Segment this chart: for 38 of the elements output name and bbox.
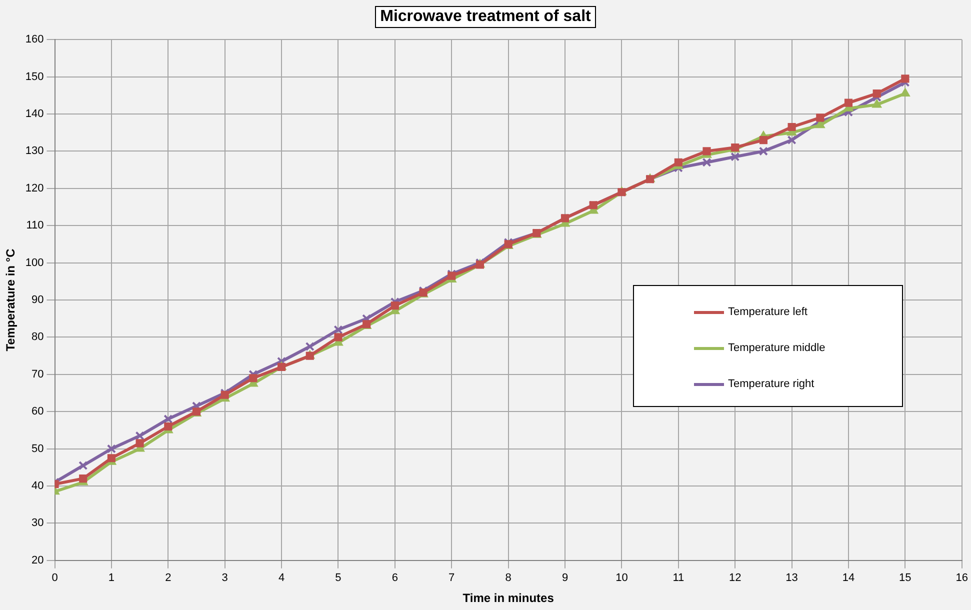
y-tick-label: 40: [32, 480, 44, 492]
x-tick-label: 4: [278, 572, 285, 584]
x-tick-label: 13: [786, 572, 798, 584]
x-tick-label: 16: [956, 572, 968, 584]
x-tick-label: 6: [392, 572, 398, 584]
x-tick-label: 14: [842, 572, 855, 584]
x-tick-label: 2: [165, 572, 172, 584]
x-tick-label: 8: [505, 572, 512, 584]
y-tick-label: 60: [32, 406, 44, 418]
y-tick-label: 160: [25, 34, 44, 46]
x-tick-label: 3: [222, 572, 228, 584]
y-tick-label: 110: [26, 220, 44, 232]
legend-label: Temperature left: [728, 306, 808, 318]
x-axis-title: Time in minutes: [462, 591, 554, 606]
x-tick-label: 10: [616, 572, 628, 584]
x-tick-label: 9: [562, 572, 568, 584]
y-tick-label: 30: [32, 517, 44, 530]
legend-label: Temperature middle: [728, 342, 826, 354]
chart-title: Microwave treatment of salt: [375, 6, 596, 28]
legend-label: Temperature right: [728, 378, 814, 390]
y-tick-label: 80: [32, 331, 44, 344]
y-tick-label: 120: [25, 182, 44, 194]
x-tick-label: 15: [899, 572, 912, 584]
y-tick-label: 90: [32, 294, 44, 306]
x-tick-label: 12: [728, 572, 742, 584]
y-tick-label: 50: [32, 442, 44, 455]
y-tick-label: 150: [25, 70, 44, 83]
y-tick-label: 20: [32, 554, 44, 566]
x-tick-label: 1: [108, 572, 115, 584]
x-tick-label: 0: [52, 572, 58, 584]
x-tick-label: 11: [672, 572, 684, 584]
y-axis-title: Temperature in °C: [4, 248, 18, 352]
y-tick-label: 130: [25, 145, 44, 158]
x-tick-label: 7: [448, 572, 455, 584]
y-tick-label: 70: [32, 368, 44, 380]
y-tick-label: 140: [25, 108, 44, 120]
y-tick-label: 100: [25, 256, 44, 269]
x-tick-label: 5: [335, 572, 342, 584]
